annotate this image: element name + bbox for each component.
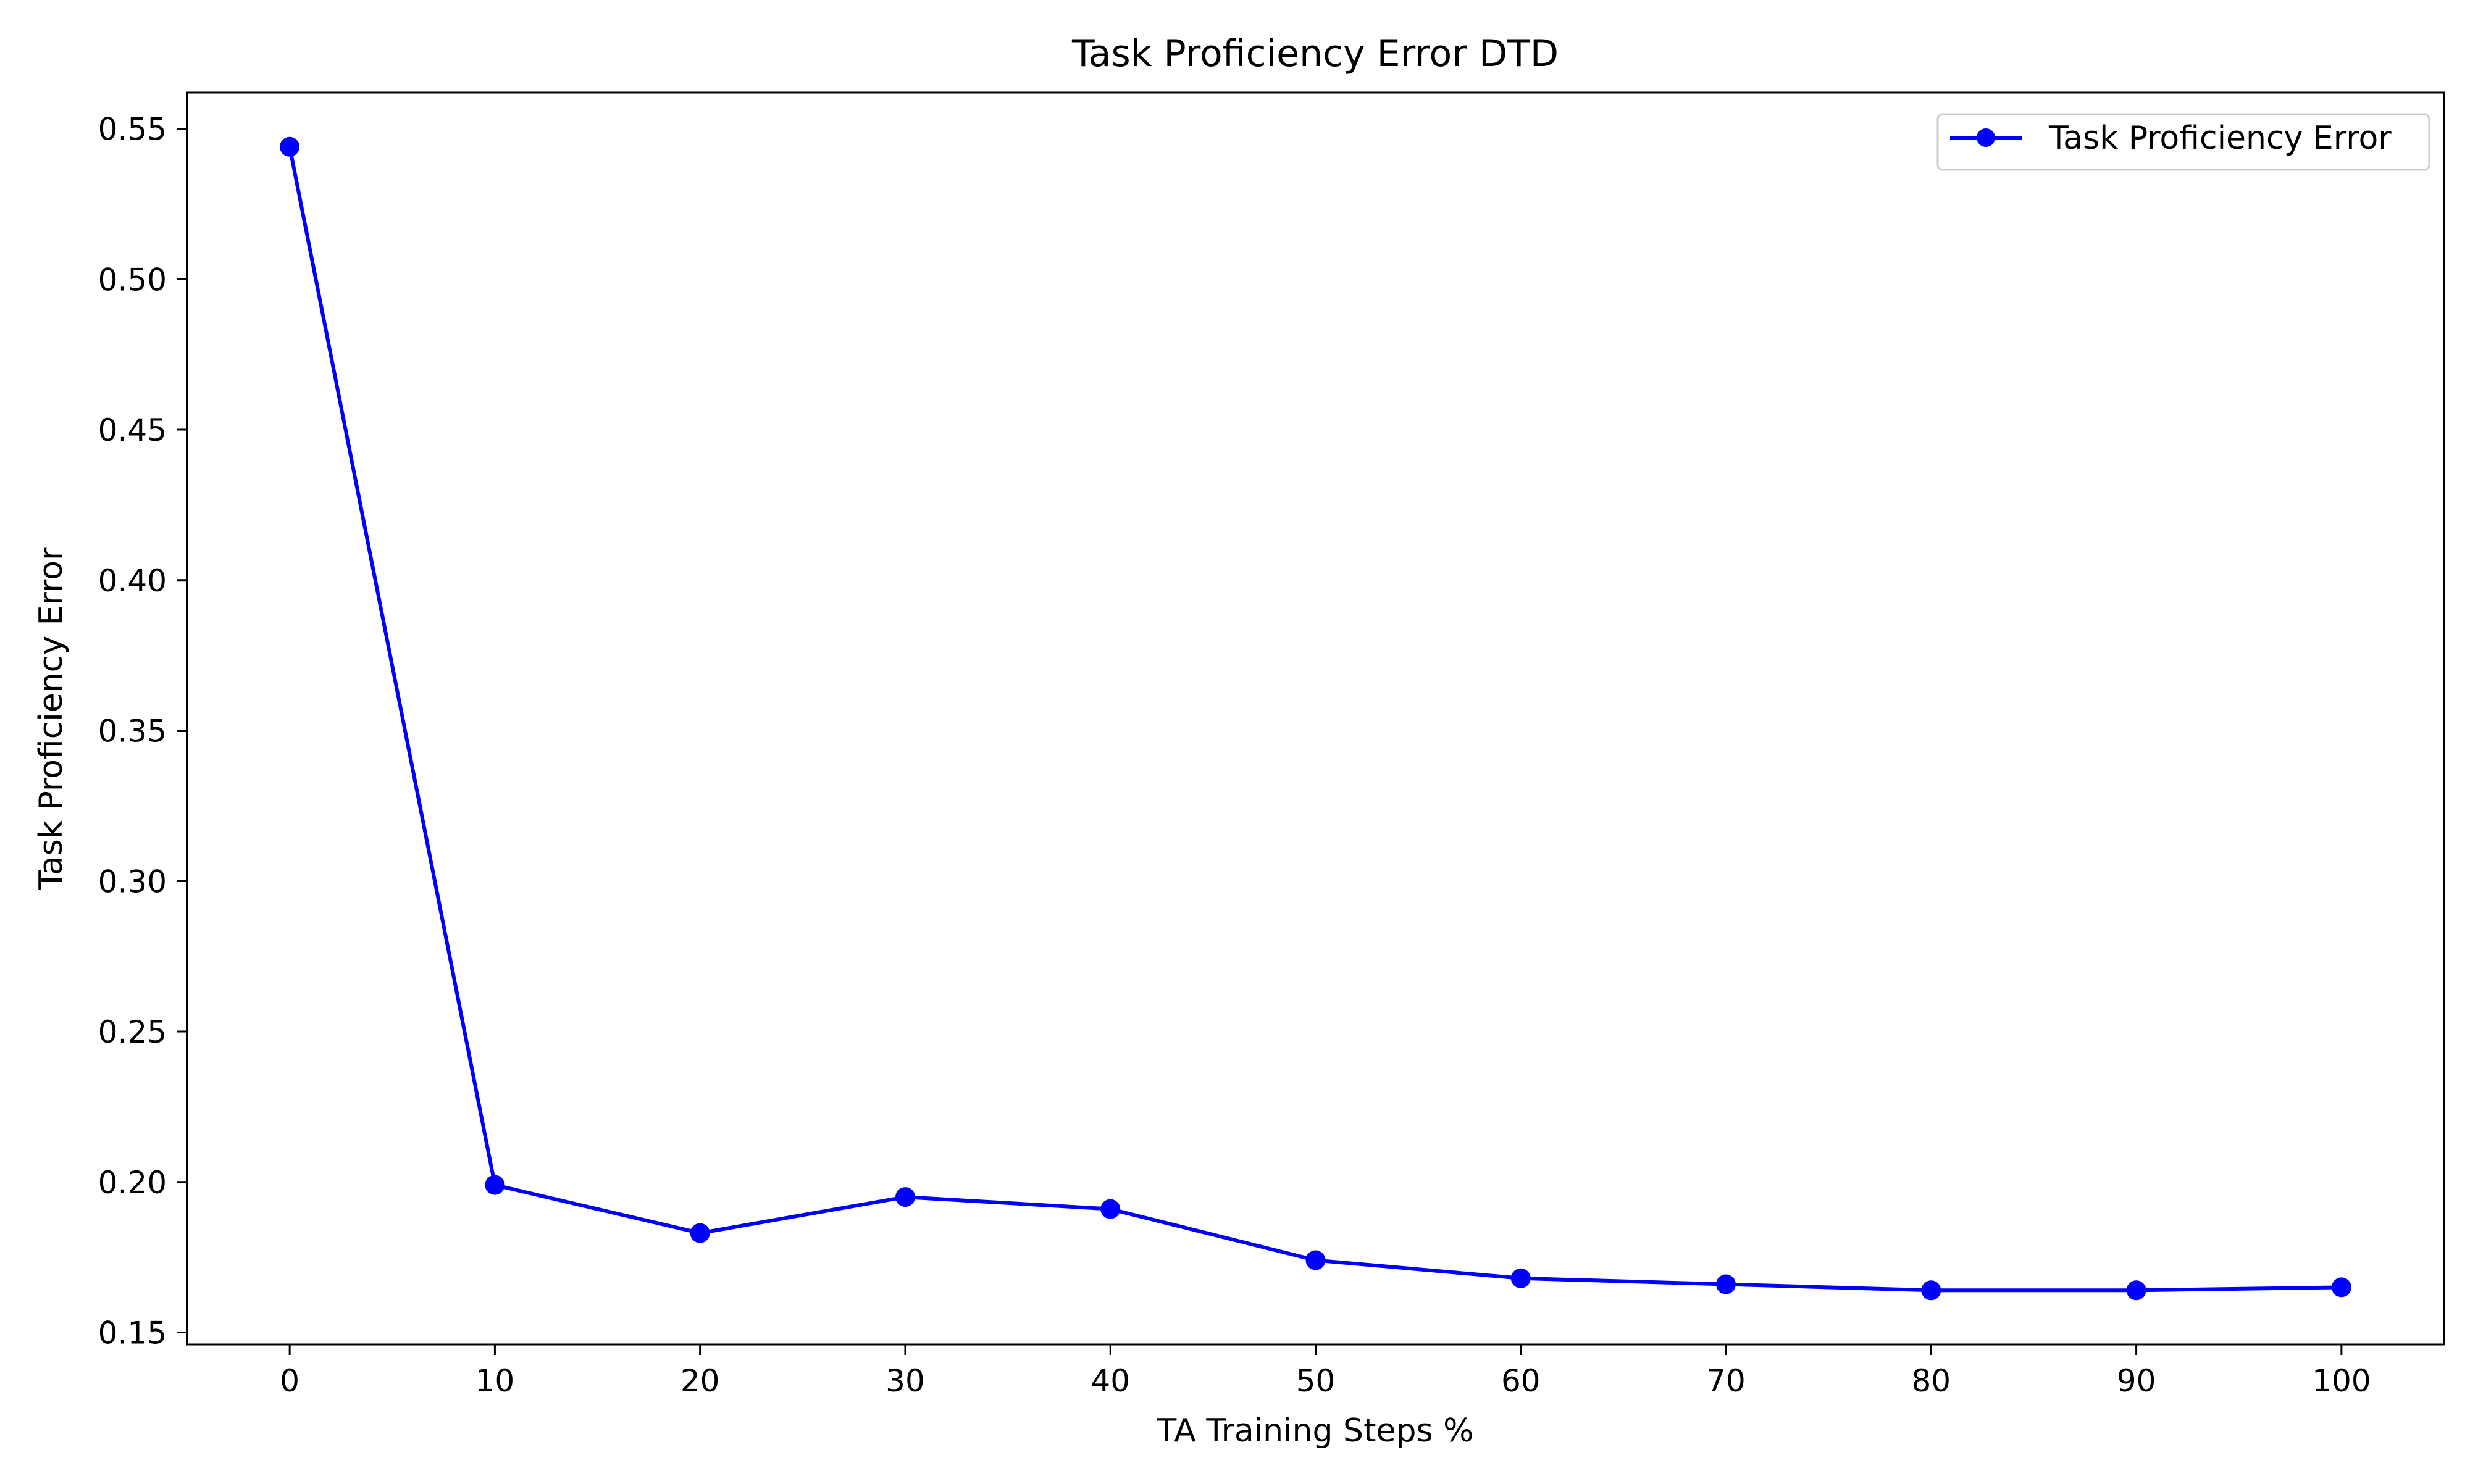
legend-frame <box>1936 113 2430 171</box>
y-tick-label: 0.30 <box>98 864 167 899</box>
x-tick-label: 70 <box>1706 1363 1746 1399</box>
y-tick-label: 0.55 <box>98 112 167 148</box>
y-axis-label: Task Proficiency Error <box>33 547 70 890</box>
x-tick-label: 50 <box>1296 1363 1336 1399</box>
data-point <box>1716 1274 1736 1294</box>
x-axis-label: TA Training Steps % <box>1157 1412 1474 1449</box>
data-point <box>895 1187 915 1207</box>
y-tick-label: 0.15 <box>98 1315 167 1351</box>
chart-title: Task Proficiency Error DTD <box>1071 32 1559 75</box>
data-point <box>1305 1250 1326 1270</box>
legend-marker-swatch <box>1977 128 1995 147</box>
data-point <box>1100 1199 1121 1219</box>
y-tick-label: 0.25 <box>98 1014 167 1050</box>
x-tick-label: 90 <box>2117 1363 2156 1399</box>
x-tick-label: 60 <box>1501 1363 1541 1399</box>
y-tick-label: 0.50 <box>98 262 167 298</box>
y-tick-label: 0.20 <box>98 1165 167 1201</box>
y-axis: 0.15 0.20 0.25 0.30 0.35 0.40 0.45 0.50 0.55 <box>98 112 187 1351</box>
x-tick-label: 80 <box>1912 1363 1951 1399</box>
data-point <box>280 136 300 157</box>
data-point <box>1510 1268 1531 1288</box>
data-point <box>485 1175 505 1195</box>
data-point <box>2126 1280 2146 1301</box>
y-tick-label: 0.35 <box>98 714 167 749</box>
x-tick-label: 10 <box>475 1363 515 1399</box>
x-tick-label: 0 <box>280 1363 299 1399</box>
legend: Task Proficiency Error <box>1936 113 2430 171</box>
data-point <box>690 1223 710 1243</box>
x-tick-label: 100 <box>2312 1363 2371 1399</box>
legend-entry-label: Task Proficiency Error <box>2048 120 2392 157</box>
x-axis: 0 10 20 30 40 50 60 70 80 90 100 <box>280 1344 2371 1399</box>
y-tick-label: 0.40 <box>98 563 167 599</box>
x-tick-label: 30 <box>885 1363 925 1399</box>
x-tick-label: 40 <box>1091 1363 1130 1399</box>
y-tick-label: 0.45 <box>98 412 167 448</box>
data-point <box>1921 1280 1941 1301</box>
x-tick-label: 20 <box>680 1363 720 1399</box>
data-point <box>2331 1277 2351 1298</box>
